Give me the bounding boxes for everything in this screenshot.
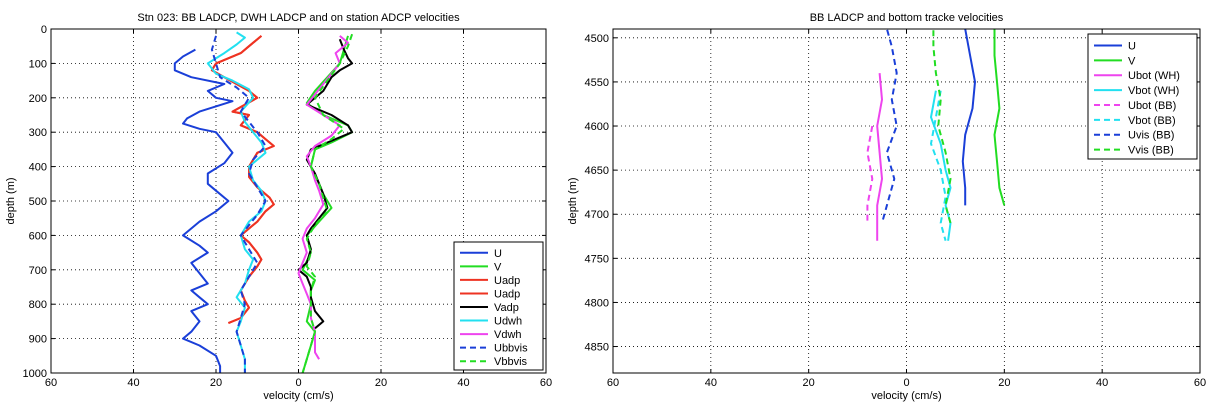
left-xtick-label: 20 — [375, 377, 387, 389]
left-ytick-label: 0 — [41, 24, 47, 36]
right-series-u — [961, 29, 976, 206]
left-legend-label: U — [494, 248, 502, 260]
right-series-ubot-wh — [876, 73, 883, 241]
left-xtick-label: 0 — [295, 377, 301, 389]
right-legend-label: Vvis (BB) — [1128, 145, 1174, 157]
left-legend-label: V — [494, 261, 502, 273]
right-grid — [613, 29, 1200, 373]
right-y-axis-label: depth (m) — [567, 177, 579, 224]
left-ytick-label: 800 — [29, 299, 47, 311]
left-ytick-label: 1000 — [23, 368, 47, 380]
left-ytick-label: 900 — [29, 334, 47, 346]
left-ytick-label: 400 — [29, 162, 47, 174]
left-y-axis-label: depth (m) — [5, 177, 17, 224]
right-legend-label: V — [1128, 55, 1136, 67]
right-series-ubot-bb — [866, 125, 874, 224]
right-xtick-label: 40 — [1096, 377, 1108, 389]
right-chart: 60 40 20 0 20 40 60 4500 4550 4600 4650 4700 4750 480… — [567, 12, 1206, 402]
right-series-vvis-bb — [932, 29, 952, 224]
left-legend-label: Uadp — [494, 288, 520, 300]
left-ytick-label: 500 — [29, 196, 47, 208]
right-legend: UV Ubot (WH) Vbot (WH) Ubot (BB) Vbot (BB) Uv… — [1087, 33, 1198, 160]
right-legend-label: Vbot (BB) — [1128, 115, 1176, 127]
right-ytick-label: 4750 — [585, 253, 609, 265]
right-legend-label: Ubot (BB) — [1128, 100, 1176, 112]
right-legend-label: Ubot (WH) — [1128, 70, 1180, 82]
right-ytick-label: 4800 — [585, 297, 609, 309]
left-legend-label: Vbbvis — [494, 356, 528, 368]
right-legend-label: U — [1128, 40, 1136, 52]
right-ytick-label: 4600 — [585, 121, 609, 133]
left-xtick-label: 40 — [127, 377, 139, 389]
right-ytick-label: 4550 — [585, 77, 609, 89]
right-legend-label: Uvis (BB) — [1128, 130, 1174, 142]
left-series-group — [173, 31, 354, 373]
right-chart-title: BB LADCP and bottom tracke velocities — [810, 12, 1004, 24]
left-ytick-label: 200 — [29, 93, 47, 105]
left-ytick-label: 300 — [29, 127, 47, 139]
left-series-udwh — [206, 31, 267, 373]
left-chart: 60 40 20 0 20 40 60010020030040050060070080090… — [5, 12, 552, 402]
right-series-v — [993, 29, 1006, 206]
right-xtick-label: 40 — [705, 377, 717, 389]
left-ytick-label: 600 — [29, 230, 47, 242]
right-series-group — [866, 29, 1006, 241]
left-ytick-label: 100 — [29, 58, 47, 70]
left-legend-label: Ubbvis — [494, 343, 528, 355]
right-series-uvis-bb — [881, 29, 898, 224]
left-series-vbbvis — [301, 33, 354, 373]
right-ytick-label: 4500 — [585, 33, 609, 45]
left-series-ubbvis — [210, 35, 267, 373]
left-series-u — [173, 48, 234, 373]
left-series-vadp — [297, 38, 354, 330]
left-xtick-label: 60 — [45, 377, 57, 389]
left-legend-label: Udwh — [494, 316, 522, 328]
left-xtick-label: 60 — [540, 377, 552, 389]
left-xtick-label: 20 — [210, 377, 222, 389]
right-x-axis-label: velocity (cm/s) — [871, 390, 941, 402]
right-xtick-label: 60 — [1194, 377, 1206, 389]
right-legend-label: Vbot (WH) — [1128, 85, 1179, 97]
left-chart-title: Stn 023: BB LADCP, DWH LADCP and on stat… — [137, 12, 460, 24]
right-xtick-label: 20 — [803, 377, 815, 389]
left-ytick-label: 700 — [29, 265, 47, 277]
right-ytick-label: 4850 — [585, 342, 609, 354]
left-legend-label: Uadp — [494, 275, 520, 287]
left-legend-label: Vdwh — [494, 329, 522, 341]
right-xtick-label: 20 — [998, 377, 1010, 389]
left-x-axis-label: velocity (cm/s) — [263, 390, 333, 402]
left-legend-label: Vadp — [494, 302, 519, 314]
right-series-vbot-bb — [930, 90, 947, 241]
left-xtick-label: 40 — [457, 377, 469, 389]
right-ytick-label: 4700 — [585, 209, 609, 221]
right-ytick-label: 4650 — [585, 165, 609, 177]
right-legend-box — [1087, 33, 1198, 160]
right-xtick-label: 0 — [903, 377, 909, 389]
right-xtick-label: 60 — [607, 377, 619, 389]
